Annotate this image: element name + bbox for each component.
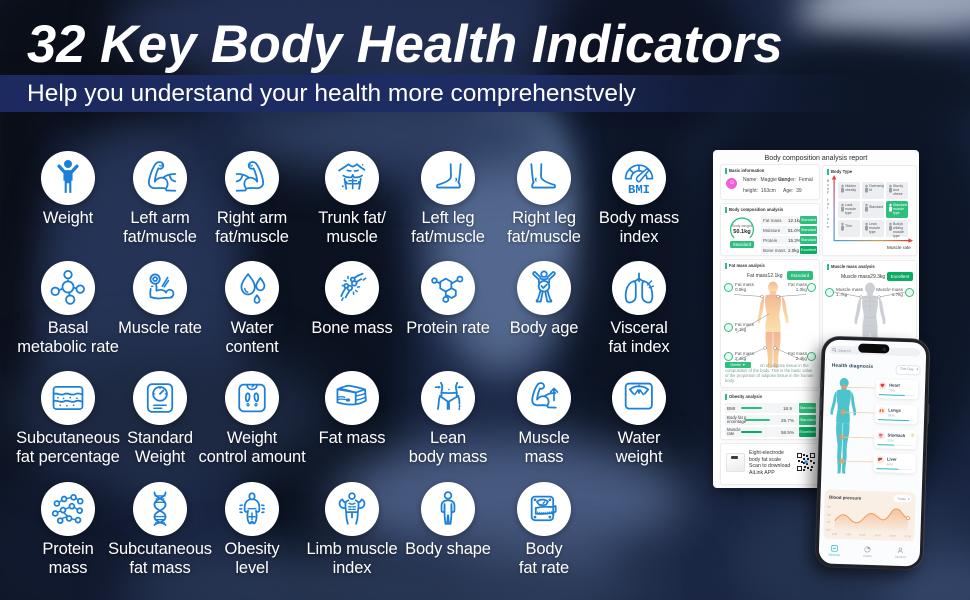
svg-text:BMI: BMI: [628, 183, 650, 197]
